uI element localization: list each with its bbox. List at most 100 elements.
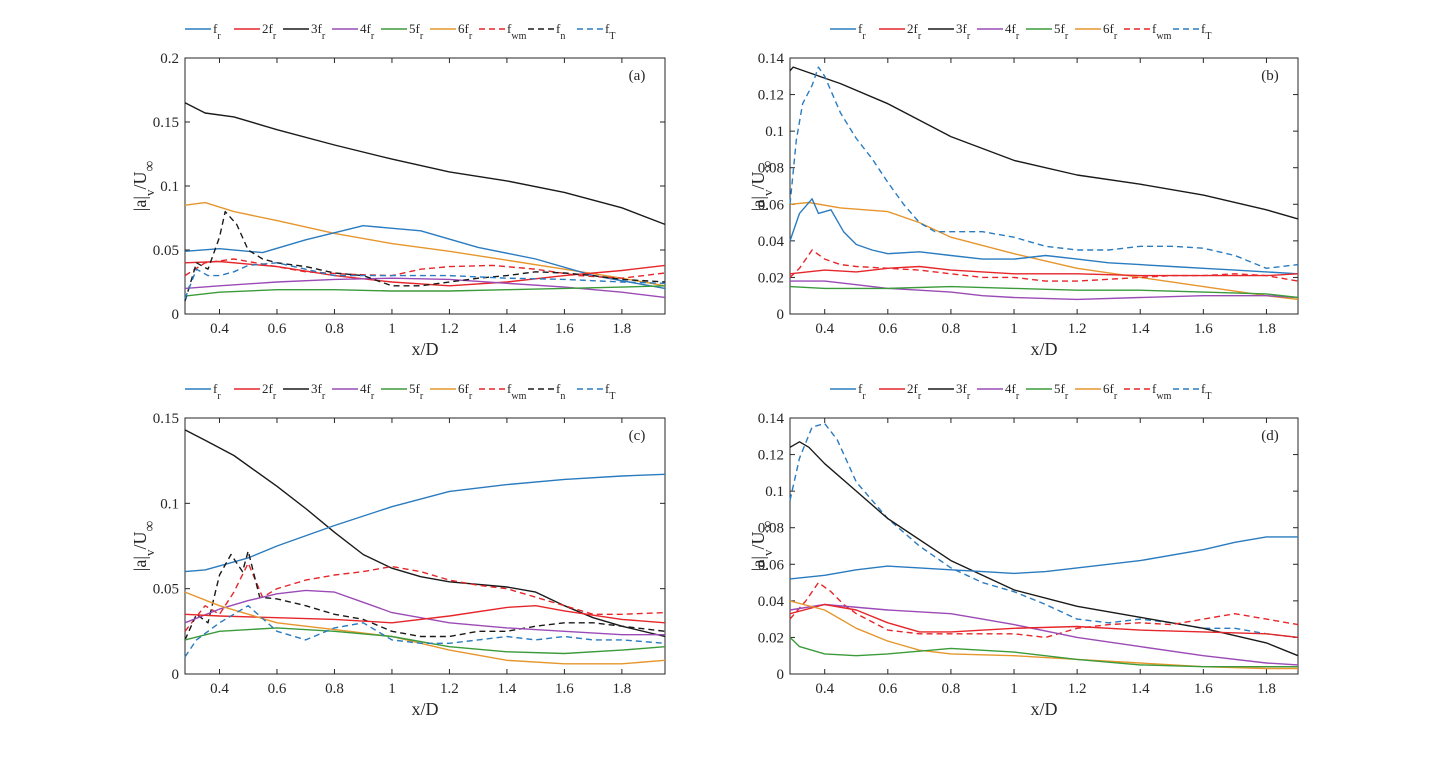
series-6f-r-b xyxy=(789,201,1299,301)
series-f-r-b xyxy=(789,198,1299,275)
series-5f-r-a xyxy=(184,285,666,297)
legend-label-2f-r-b: 2fr xyxy=(907,21,922,42)
series-f-T-c xyxy=(184,605,666,658)
x-tick-label-a: 1.6 xyxy=(555,321,574,337)
legend-label-f-wm-d: fwm xyxy=(1152,381,1172,402)
x-tick-label-a: 1.2 xyxy=(440,321,459,337)
legend-label-f-T-c: fT xyxy=(605,381,615,402)
legend-label-f-n-a: fn xyxy=(556,21,565,42)
legend-label-3f-r-a: 3fr xyxy=(311,21,326,42)
y-tick-label-d: 0.04 xyxy=(758,594,785,610)
legend-label-f-T-d: fT xyxy=(1201,381,1211,402)
legend-label-3f-r-d: 3fr xyxy=(956,381,971,402)
legend-label-f-r-c: fr xyxy=(213,381,221,402)
legend-d: fr 2fr 3fr 4fr 5fr 6fr fwm fT xyxy=(830,381,1211,402)
legend-label-5f-r-a: 5fr xyxy=(409,21,424,42)
y-tick-label-c: 0 xyxy=(172,667,180,683)
series-4f-r-b xyxy=(790,280,1299,301)
x-axis-label-c: x/D xyxy=(412,699,439,719)
y-axis-label-a: |a|v/U∞ xyxy=(130,161,158,211)
y-tick-label-a: 0.15 xyxy=(153,115,179,131)
series-3f-r-d xyxy=(789,441,1299,657)
x-tick-label-b: 1.2 xyxy=(1068,321,1087,337)
series-f-n-c xyxy=(184,550,666,641)
legend-label-4f-r-c: 4fr xyxy=(360,381,375,402)
x-tick-label-d: 1.4 xyxy=(1131,681,1150,697)
x-tick-label-c: 0.6 xyxy=(268,681,287,697)
y-tick-label-b: 0 xyxy=(777,307,785,323)
x-tick-label-a: 1.4 xyxy=(498,321,517,337)
series-3f-r-a xyxy=(184,102,666,226)
series-f-r-d xyxy=(789,536,1298,580)
svg-text:|a|v/U∞: |a|v/U∞ xyxy=(748,161,776,211)
series-4f-r-a xyxy=(184,277,666,299)
legend-label-f-r-b: fr xyxy=(858,21,866,42)
x-axis-label-d: x/D xyxy=(1031,699,1058,719)
x-tick-label-d: 0.8 xyxy=(942,681,961,697)
y-tick-label-b: 0.12 xyxy=(758,88,784,104)
x-tick-label-a: 0.6 xyxy=(268,321,287,337)
legend-label-f-r-d: fr xyxy=(858,381,866,402)
panel-b: 0 0.02 0.04 0.06 0.08 0.1 0.12 0.14 0.4 0.6 0.8 1 1.… xyxy=(748,21,1299,359)
x-tick-label-c: 0.8 xyxy=(325,681,344,697)
series-f-wm-c xyxy=(184,562,666,632)
panel-a: 0 0.05 0.1 0.15 0.2 0.4 0.6 0.8 1 1.2 1.4 1.6 1.8 fr… xyxy=(130,21,666,359)
legend-label-6f-r-b: 6fr xyxy=(1103,21,1118,42)
legend-label-f-n-c: fn xyxy=(556,381,565,402)
x-tick-label-d: 1 xyxy=(1010,681,1018,697)
y-axis-label-d: |a|v/U∞ xyxy=(748,521,776,571)
x-tick-label-a: 0.4 xyxy=(210,321,229,337)
legend-c: fr 2fr 3fr 4fr 5fr 6fr fwm fn fT xyxy=(185,381,615,402)
series-f-r-c xyxy=(184,473,666,573)
x-tick-label-b: 1.8 xyxy=(1257,321,1276,337)
legend-label-6f-r-c: 6fr xyxy=(458,381,473,402)
series-f-wm-d xyxy=(789,581,1299,639)
legend-label-f-r-a: fr xyxy=(213,21,221,42)
y-tick-label-d: 0 xyxy=(777,667,785,683)
legend-label-5f-r-b: 5fr xyxy=(1054,21,1069,42)
legend-label-5f-r-d: 5fr xyxy=(1054,381,1069,402)
y-tick-label-d: 0.08 xyxy=(758,521,784,537)
legend-label-f-wm-a: fwm xyxy=(507,21,527,42)
series-2f-r-a xyxy=(184,260,666,287)
legend-label-f-wm-b: fwm xyxy=(1152,21,1172,42)
y-tick-label-b: 0.08 xyxy=(758,161,784,177)
legend-label-4f-r-d: 4fr xyxy=(1005,381,1020,402)
legend-label-3f-r-b: 3fr xyxy=(956,21,971,42)
x-tick-label-b: 1.6 xyxy=(1194,321,1213,337)
x-tick-label-d: 1.2 xyxy=(1068,681,1087,697)
series-5f-r-c xyxy=(184,627,666,655)
series-5f-r-d xyxy=(789,636,1298,668)
legend-label-f-wm-c: fwm xyxy=(507,381,527,402)
y-tick-label-d: 0.12 xyxy=(758,448,784,464)
y-tick-label-b: 0.04 xyxy=(758,234,785,250)
svg-text:|a|v/U∞: |a|v/U∞ xyxy=(748,521,776,571)
legend-label-3f-r-c: 3fr xyxy=(311,381,326,402)
x-tick-label-a: 0.8 xyxy=(325,321,344,337)
legend-label-2f-r-c: 2fr xyxy=(262,381,277,402)
y-tick-label-a: 0.2 xyxy=(160,51,179,67)
x-tick-label-c: 1 xyxy=(388,681,396,697)
series-3f-r-b xyxy=(789,66,1299,220)
series-2f-r-d xyxy=(789,603,1299,639)
legend-label-4f-r-a: 4fr xyxy=(360,21,375,42)
x-tick-label-c: 1.8 xyxy=(613,681,632,697)
x-tick-label-c: 0.4 xyxy=(210,681,229,697)
x-tick-label-d: 0.6 xyxy=(878,681,897,697)
panel-label-a: (a) xyxy=(629,68,646,84)
y-tick-label-a: 0.1 xyxy=(160,179,179,195)
y-tick-label-c: 0.15 xyxy=(153,411,179,427)
y-axis-label-c: |a|v/U∞ xyxy=(130,521,158,571)
y-tick-label-b: 0.14 xyxy=(758,51,785,67)
y-tick-label-c: 0.1 xyxy=(160,496,179,512)
legend-label-6f-r-d: 6fr xyxy=(1103,381,1118,402)
series-f-wm-b xyxy=(789,249,1299,282)
panel-c: 0 0.05 0.1 0.15 0.4 0.6 0.8 1 1.2 1.4 1.6 1.8 fr 2fr… xyxy=(130,381,666,719)
series-3f-r-c xyxy=(184,429,666,638)
panel-label-d: (d) xyxy=(1261,428,1279,444)
x-tick-label-d: 0.4 xyxy=(815,681,834,697)
legend-a: fr 2fr 3fr 4fr 5fr 6fr fwm fn fT xyxy=(185,21,615,42)
legend-label-f-T-a: fT xyxy=(605,21,615,42)
panel-label-c: (c) xyxy=(629,428,646,444)
x-tick-label-b: 1.4 xyxy=(1131,321,1150,337)
